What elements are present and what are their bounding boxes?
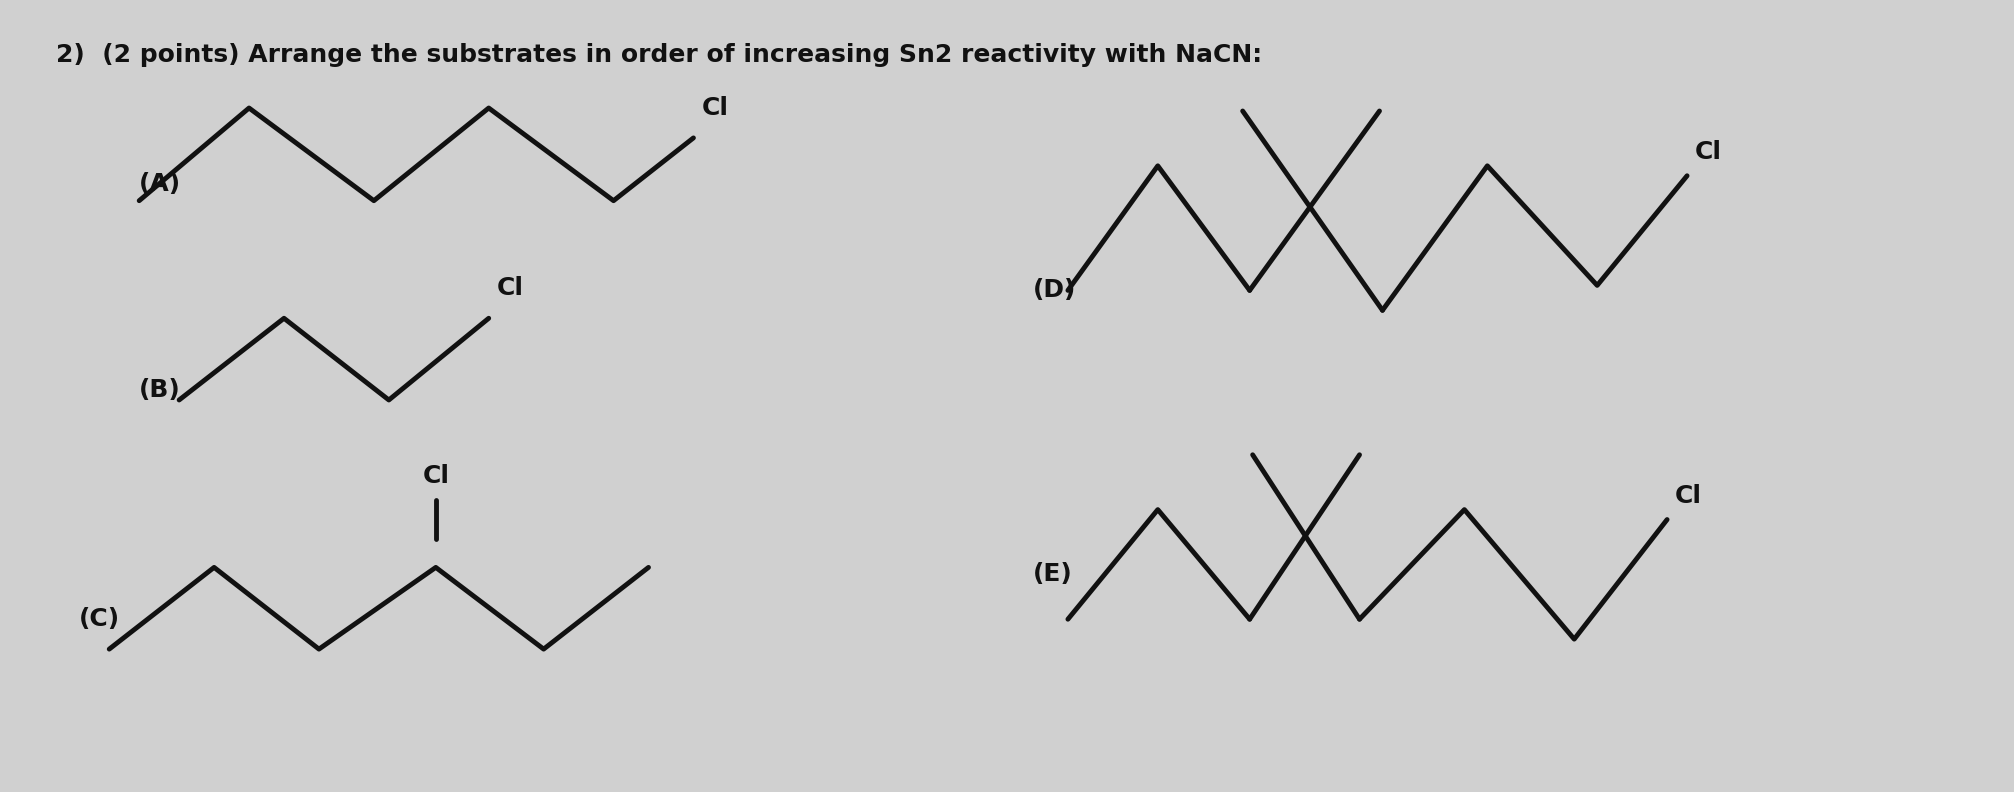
Text: (E): (E) <box>1033 562 1071 586</box>
Text: Cl: Cl <box>701 96 729 120</box>
Text: Cl: Cl <box>1674 484 1702 508</box>
Text: (D): (D) <box>1033 278 1075 303</box>
Text: Cl: Cl <box>1694 140 1722 164</box>
Text: (C): (C) <box>79 607 121 631</box>
Text: 2)  (2 points) Arrange the substrates in order of increasing Sn2 reactivity with: 2) (2 points) Arrange the substrates in … <box>56 44 1263 67</box>
Text: (B): (B) <box>139 378 181 402</box>
Text: (A): (A) <box>139 172 181 196</box>
Text: Cl: Cl <box>497 276 524 300</box>
Text: Cl: Cl <box>423 463 449 488</box>
